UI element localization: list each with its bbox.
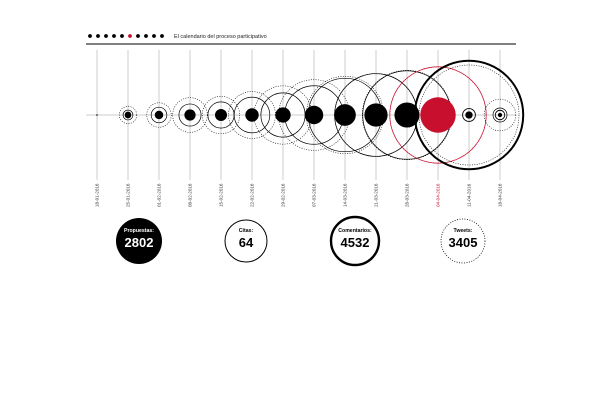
header-dot	[88, 34, 92, 38]
proposals-bubble	[96, 114, 98, 116]
date-label: 22-02-2016	[250, 183, 255, 207]
proposals-bubble	[124, 111, 132, 119]
proposals-bubble	[420, 97, 456, 133]
chart-title: El calendario del proceso participativo	[174, 34, 267, 40]
date-label: 21-03-2016	[374, 183, 379, 207]
date-label: 07-03-2016	[312, 183, 317, 207]
date-label: 08-02-2016	[188, 183, 193, 207]
header-dot	[136, 34, 140, 38]
header-dot	[96, 34, 100, 38]
proposals-bubble	[154, 110, 164, 120]
tweets-bubble	[172, 97, 208, 133]
proposals-bubble	[394, 102, 420, 128]
date-label: 15-02-2016	[219, 183, 224, 207]
header: El calendario del proceso participativo	[86, 34, 516, 45]
stat-circle	[224, 219, 268, 263]
citas-bubble	[462, 108, 476, 122]
stats: Propuestas:2802 Citas:64 Comentarios:4532 T…	[116, 215, 486, 267]
citas-bubble	[494, 109, 506, 121]
comments-bubble	[178, 103, 202, 127]
header-dot	[152, 34, 156, 38]
proposals-bubble	[304, 105, 324, 125]
stat-value: 64	[239, 235, 254, 250]
proposals-bubble	[215, 109, 227, 121]
stat-circle	[329, 215, 381, 267]
proposals-bubble	[334, 104, 356, 126]
date-label: 28-03-2016	[405, 183, 410, 207]
date-label: 18-04-2016	[498, 183, 503, 207]
stat-circle	[116, 218, 162, 264]
proposals-bubble	[497, 112, 503, 118]
comments-bubble	[122, 109, 134, 121]
proposals-bubble	[184, 109, 196, 121]
date-label: 25-01-2016	[126, 183, 131, 207]
comments-bubble	[233, 96, 271, 134]
header-dot	[104, 34, 108, 38]
date-labels: 18-01-2016 25-01-2016 01-02-2016 08-02-2016…	[95, 183, 503, 207]
tweets-bubble	[146, 102, 172, 128]
header-dots	[88, 34, 164, 38]
header-dot	[120, 34, 124, 38]
date-label: 04-04-2016	[436, 183, 441, 207]
tweets-bubble	[201, 95, 241, 135]
stat-tweets: Tweets:3405	[440, 218, 486, 264]
date-label: 11-04-2016	[467, 183, 472, 207]
proposals-bubble	[364, 103, 388, 127]
stat-label: Citas:	[239, 228, 254, 234]
date-label: 18-01-2016	[95, 183, 100, 207]
proposals-bubble	[245, 108, 259, 122]
tweets-bubble	[361, 69, 453, 161]
tweets-bubble	[119, 106, 137, 124]
date-label: 14-03-2016	[343, 183, 348, 207]
comments-bubble	[150, 106, 168, 124]
header-dot	[160, 34, 164, 38]
stat-citas: Citas:64	[224, 219, 268, 263]
date-label: 29-02-2016	[281, 183, 286, 207]
stat-circle	[440, 218, 486, 264]
comments-bubble	[492, 107, 508, 123]
date-label: 01-02-2016	[157, 183, 162, 207]
stat-value: 4532	[341, 235, 370, 250]
stat-label: Propuestas:	[124, 228, 154, 234]
stat-value: 2802	[125, 235, 154, 250]
header-dot	[128, 34, 132, 38]
comments-bubble	[413, 59, 525, 171]
stat-label: Comentarios:	[338, 228, 372, 234]
proposals-bubble	[465, 111, 473, 119]
stat-comentarios: Comentarios:4532	[329, 215, 381, 267]
stat-label: Tweets:	[454, 228, 473, 234]
stat-propuestas: Propuestas:2802	[116, 218, 162, 264]
bubbles	[96, 59, 525, 171]
tweets-bubble	[483, 98, 517, 132]
header-dot	[144, 34, 148, 38]
header-dot	[112, 34, 116, 38]
stat-value: 3405	[449, 235, 478, 250]
proposals-bubble	[275, 107, 291, 123]
comments-bubble	[389, 66, 487, 164]
tweets-bubble	[418, 64, 520, 166]
